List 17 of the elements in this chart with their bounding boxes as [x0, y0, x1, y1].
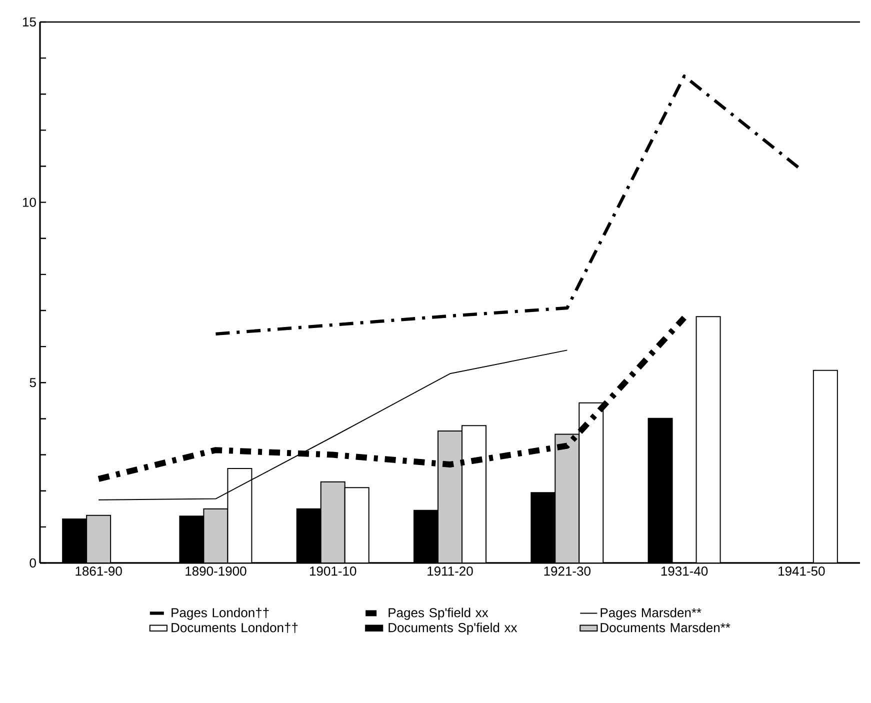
- x-tick-label: 1861-90: [76, 566, 122, 576]
- legend-label: Pages Marsden**: [600, 608, 702, 620]
- x-tick-label: 1911-20: [428, 566, 473, 576]
- legend-label: Pages London††: [172, 608, 269, 620]
- y-tick-label: 10: [23, 198, 36, 207]
- y-tick-label: 15: [23, 17, 36, 27]
- x-tick-label: 1931-40: [661, 566, 708, 576]
- x-tick-label: 1941-50: [778, 566, 825, 576]
- legend-label: Documents Marsden**: [600, 622, 730, 632]
- legend-label: Pages Sp'field xx: [388, 608, 488, 620]
- x-tick-label: 1901-10: [310, 566, 356, 576]
- x-tick-label: 1921-30: [544, 566, 590, 576]
- legend-label: Documents London††: [172, 622, 298, 633]
- x-tick-label: 1890-1900: [186, 566, 246, 576]
- legend-label: Documents Sp'field xx: [388, 622, 518, 635]
- y-tick-label: 0: [30, 558, 36, 568]
- y-tick-label: 5: [30, 378, 36, 388]
